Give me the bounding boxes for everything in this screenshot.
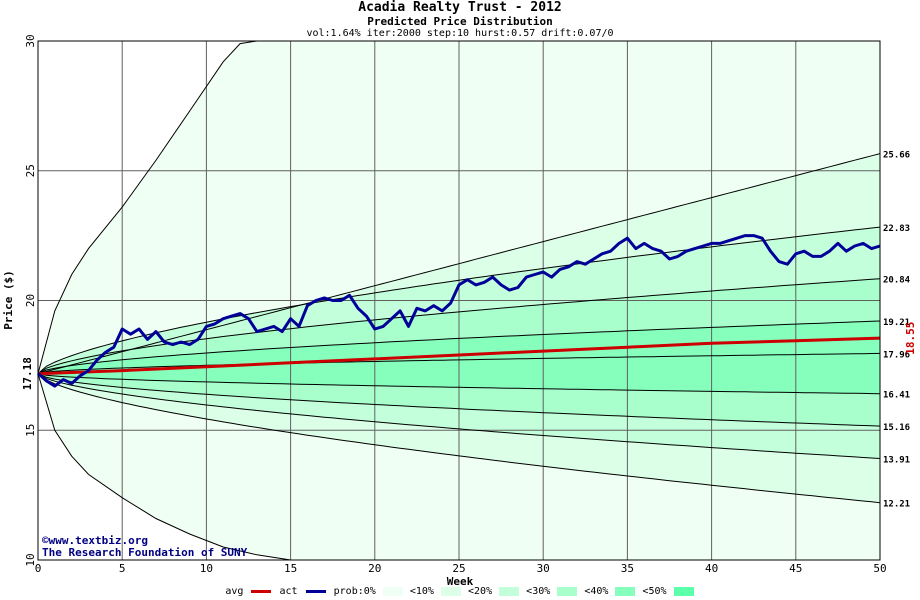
y-tick-label-20: 20 — [24, 294, 37, 307]
percentile-line-p30_hi — [37, 320, 881, 375]
legend-avg-label: avg — [225, 586, 244, 597]
envelope-lower-line — [38, 373, 291, 560]
legend-swatch-40 — [615, 587, 636, 596]
legend-40-label: <40% — [584, 586, 609, 597]
end-avg-label: 18.55 — [904, 322, 917, 355]
chart-params: vol:1.64% iter:2000 step:10 hurst:0.57 d… — [306, 28, 614, 39]
x-tick-label-45: 45 — [789, 562, 802, 575]
legend-avg-swatch — [251, 590, 272, 593]
percentile-line-p10_hi — [37, 226, 881, 375]
right-value-label: 12.21 — [883, 500, 910, 510]
y-tick-label-25: 25 — [24, 164, 37, 177]
x-tick-label-50: 50 — [873, 562, 886, 575]
x-tick-label-10: 10 — [200, 562, 213, 575]
legend-swatch-30 — [557, 587, 578, 596]
legend-prob-label: prob:0% — [333, 586, 376, 597]
series-avg-line — [37, 336, 881, 376]
series-act-line — [36, 234, 881, 388]
plot-frame — [37, 40, 881, 561]
x-tick-label-35: 35 — [621, 562, 634, 575]
percentile-line-p20_lo — [37, 373, 881, 459]
right-value-label: 22.83 — [883, 224, 910, 234]
x-tick-label-25: 25 — [452, 562, 465, 575]
x-tick-label-5: 5 — [119, 562, 126, 575]
percentile-line-p0_hi — [37, 153, 881, 375]
foundation-text: The Research Foundation of SUNY — [42, 546, 248, 559]
legend-50-label: <50% — [642, 586, 667, 597]
legend-act-swatch — [305, 590, 326, 593]
y-tick-label-30: 30 — [24, 34, 37, 47]
x-tick-label-20: 20 — [368, 562, 381, 575]
y-tick-label-10: 10 — [24, 553, 37, 566]
percentile-line-p40_hi — [37, 352, 881, 375]
copyright-text: ©www.textbiz.org — [42, 534, 148, 547]
legend-swatch-10 — [440, 587, 461, 596]
right-value-label: 25.66 — [883, 151, 910, 161]
percentile-line-p10_lo — [37, 373, 881, 504]
y-tick-label-15: 15 — [24, 424, 37, 437]
percentile-line-p40_lo — [37, 373, 881, 395]
chart-subtitle: Predicted Price Distribution — [367, 15, 553, 28]
legend-10-label: <10% — [409, 586, 434, 597]
right-value-label: 19.21 — [883, 318, 910, 328]
legend-swatch-20 — [499, 587, 520, 596]
x-tick-label-0: 0 — [35, 562, 42, 575]
x-tick-label-15: 15 — [284, 562, 297, 575]
x-tick-label-30: 30 — [537, 562, 550, 575]
envelope-upper-line — [38, 41, 257, 374]
chart-title: Acadia Realty Trust - 2012 — [358, 0, 562, 15]
legend-20-label: <20% — [468, 586, 493, 597]
x-axis-label: Week — [446, 575, 474, 588]
percentile-line-p30_lo — [37, 373, 881, 427]
credit-block: ©www.textbiz.org The Research Foundation… — [42, 535, 247, 559]
right-value-label: 17.96 — [883, 350, 910, 360]
right-value-label: 20.84 — [883, 276, 911, 286]
right-value-label: 13.91 — [883, 456, 910, 466]
right-value-label: 16.41 — [883, 391, 910, 401]
legend-act-label: act — [279, 586, 298, 597]
legend-30-label: <30% — [526, 586, 551, 597]
legend-swatch-50 — [673, 587, 694, 596]
x-tick-label-40: 40 — [705, 562, 718, 575]
legend: avg act prob:0% <10% <20% <30% <40% <50% — [0, 586, 920, 598]
legend-swatch-0 — [382, 587, 403, 596]
y-axis-label: Price ($) — [2, 270, 15, 330]
right-value-label: 15.16 — [883, 423, 910, 433]
start-price-label: 17.18 — [21, 357, 34, 390]
